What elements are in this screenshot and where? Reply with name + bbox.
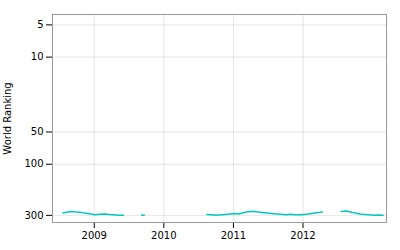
svg-text:2011: 2011 <box>221 230 246 241</box>
svg-text:2010: 2010 <box>151 230 176 241</box>
svg-text:300: 300 <box>24 210 43 221</box>
svg-text:2012: 2012 <box>290 230 315 241</box>
svg-text:World Ranking: World Ranking <box>2 82 13 154</box>
svg-text:2009: 2009 <box>82 230 107 241</box>
svg-text:10: 10 <box>31 51 44 62</box>
svg-text:50: 50 <box>31 126 44 137</box>
svg-text:100: 100 <box>24 158 43 169</box>
svg-text:5: 5 <box>37 19 43 30</box>
